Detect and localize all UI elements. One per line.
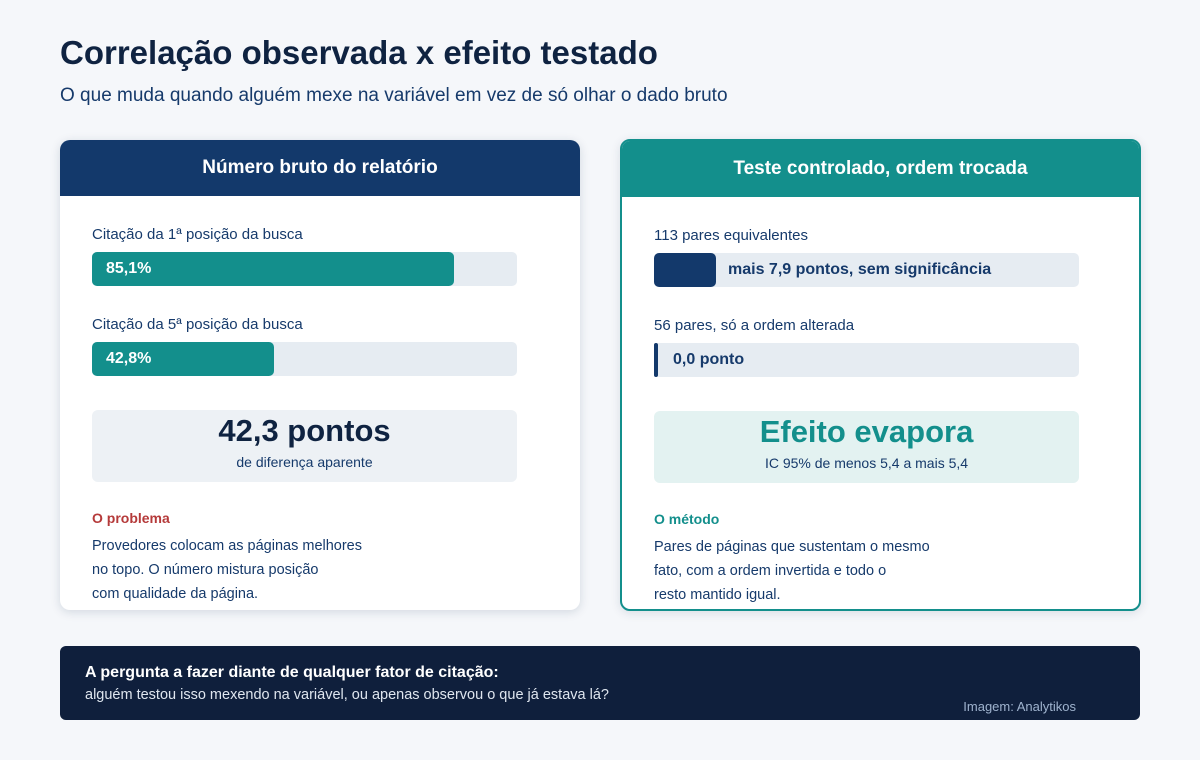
controlled-test-panel: Teste controlado, ordem trocada 113 pare… (620, 139, 1141, 611)
first-position-value: 85,1% (106, 260, 152, 277)
first-position-bar: 85,1% (92, 252, 517, 286)
method-text: Pares de páginas que sustentam o mesmo f… (654, 535, 954, 607)
problem-heading: O problema (92, 510, 170, 526)
fifth-position-label: Citação da 5ª posição da busca (92, 316, 303, 333)
order-altered-value: 0,0 ponto (673, 351, 745, 368)
problem-text: Provedores colocam as páginas melhores n… (92, 534, 392, 606)
controlled-test-panel-title: Teste controlado, ordem trocada (622, 141, 1139, 197)
method-line: resto mantido igual. (654, 587, 781, 603)
apparent-difference-value: 42,3 pontos (218, 413, 391, 448)
equivalent-pairs-label: 113 pares equivalentes (654, 227, 808, 244)
order-altered-label: 56 pares, só a ordem alterada (654, 317, 855, 334)
image-credit: Imagem: Analytikos (963, 699, 1076, 714)
equivalent-pairs-bar: mais 7,9 pontos, sem significância (654, 253, 1079, 287)
footer-answer: alguém testou isso mexendo na variável, … (85, 687, 609, 703)
page-title: Correlação observada x efeito testado (60, 34, 658, 71)
method-line: Pares de páginas que sustentam o mesmo (654, 539, 930, 555)
problem-line: no topo. O número mistura posição (92, 562, 319, 578)
order-altered-bar: 0,0 ponto (654, 343, 1079, 377)
order-altered-bar-fill (654, 343, 658, 377)
apparent-difference-caption: de diferença aparente (236, 454, 373, 470)
page-subtitle: O que muda quando alguém mexe na variáve… (60, 85, 728, 106)
first-position-bar-fill (92, 252, 454, 286)
raw-number-panel: Número bruto do relatório Citação da 1ª … (60, 140, 580, 610)
apparent-difference-box: 42,3 pontos de diferença aparente (92, 410, 517, 482)
method-heading: O método (654, 511, 720, 527)
problem-line: com qualidade da página. (92, 586, 259, 602)
first-position-label: Citação da 1ª posição da busca (92, 226, 303, 243)
equivalent-pairs-value: mais 7,9 pontos, sem significância (728, 261, 992, 278)
method-line: fato, com a ordem invertida e todo o (654, 563, 887, 579)
fifth-position-bar: 42,8% (92, 342, 517, 376)
effect-evaporates-box: Efeito evapora IC 95% de menos 5,4 a mai… (654, 411, 1079, 483)
fifth-position-value: 42,8% (106, 350, 152, 367)
effect-evaporates-value: Efeito evapora (759, 414, 974, 449)
equivalent-pairs-bar-fill (654, 253, 716, 287)
footer-banner: A pergunta a fazer diante de qualquer fa… (60, 646, 1140, 720)
fifth-position-bar-fill (92, 342, 274, 376)
problem-line: Provedores colocam as páginas melhores (92, 538, 362, 554)
footer-question: A pergunta a fazer diante de qualquer fa… (85, 664, 499, 681)
raw-number-panel-title: Número bruto do relatório (60, 140, 580, 196)
confidence-interval-caption: IC 95% de menos 5,4 a mais 5,4 (764, 455, 969, 471)
